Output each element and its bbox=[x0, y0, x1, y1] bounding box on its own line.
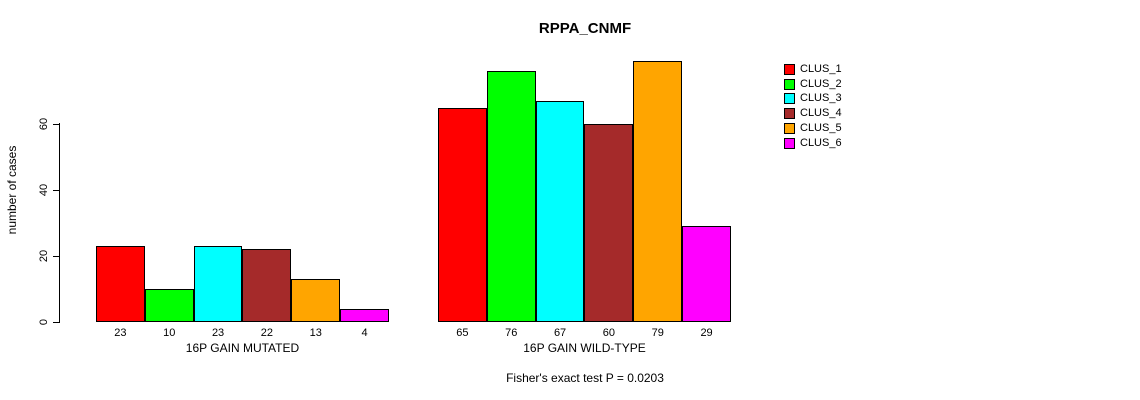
bar-value-label: 67 bbox=[553, 327, 567, 339]
legend-label: CLUS_6 bbox=[800, 136, 842, 149]
bar bbox=[242, 249, 292, 322]
y-tick-label: 20 bbox=[38, 249, 50, 263]
x-group-label: 16P GAIN WILD-TYPE bbox=[523, 341, 646, 355]
bar-value-label: 79 bbox=[651, 327, 664, 339]
x-group-label: 16P GAIN MUTATED bbox=[185, 341, 300, 355]
bar-value-label: 13 bbox=[309, 327, 322, 339]
bar-value-label: 60 bbox=[602, 327, 616, 339]
y-tick-mark bbox=[53, 123, 59, 125]
bar bbox=[144, 289, 194, 322]
bar-value-label: 23 bbox=[211, 327, 225, 339]
bar bbox=[584, 124, 634, 322]
bar bbox=[340, 308, 389, 322]
bar bbox=[682, 226, 731, 322]
bar bbox=[486, 71, 536, 322]
bar bbox=[291, 279, 341, 322]
y-tick-label: 40 bbox=[38, 183, 50, 197]
legend-label: CLUS_3 bbox=[800, 92, 842, 105]
legend-swatch bbox=[784, 137, 795, 149]
bar-value-label: 10 bbox=[163, 327, 176, 339]
bar bbox=[193, 246, 243, 322]
legend-swatch bbox=[784, 122, 795, 134]
bar-value-label: 65 bbox=[456, 327, 469, 339]
legend-label: CLUS_2 bbox=[800, 77, 842, 90]
bar bbox=[633, 61, 683, 322]
legend-swatch bbox=[784, 78, 795, 90]
legend-swatch bbox=[784, 64, 795, 75]
bar bbox=[535, 100, 585, 322]
y-tick-mark bbox=[53, 321, 59, 323]
legend-label: CLUS_5 bbox=[800, 121, 842, 134]
bar-value-label: 4 bbox=[361, 327, 368, 339]
bar-value-label: 76 bbox=[505, 327, 518, 339]
legend-swatch bbox=[784, 108, 795, 120]
y-axis-line bbox=[59, 123, 60, 323]
bar bbox=[438, 107, 487, 322]
y-tick-label: 0 bbox=[38, 318, 50, 326]
legend-swatch bbox=[784, 93, 795, 105]
bar bbox=[96, 246, 145, 322]
chart-title: RPPA_CNMF bbox=[538, 20, 632, 37]
bar-value-label: 29 bbox=[700, 327, 713, 339]
bar-value-label: 23 bbox=[114, 327, 127, 339]
y-tick-mark bbox=[53, 189, 59, 191]
y-axis-label: number of cases bbox=[5, 145, 19, 235]
y-tick-label: 60 bbox=[38, 117, 50, 131]
footnote: Fisher's exact test P = 0.0203 bbox=[506, 371, 664, 385]
legend-label: CLUS_4 bbox=[800, 107, 842, 120]
y-tick-mark bbox=[53, 255, 59, 257]
bar-value-label: 22 bbox=[260, 327, 274, 339]
legend-label: CLUS_1 bbox=[800, 63, 842, 75]
